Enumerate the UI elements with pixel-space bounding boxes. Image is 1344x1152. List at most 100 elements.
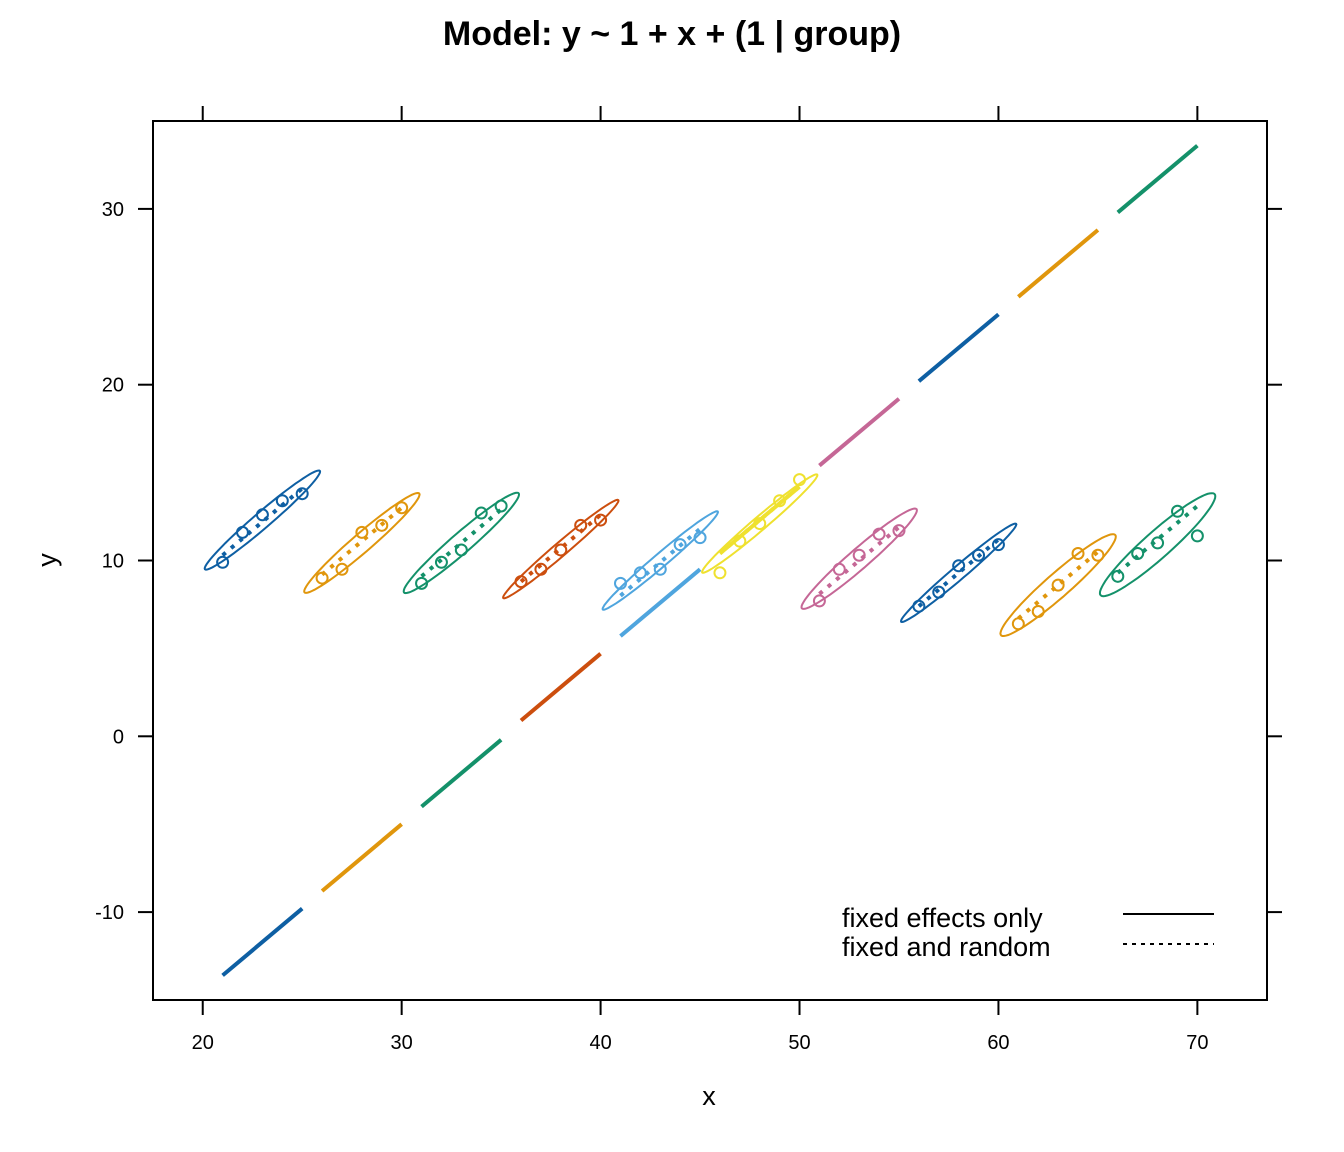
data-point — [1091, 548, 1105, 562]
data-point — [335, 562, 349, 576]
data-point — [653, 562, 667, 576]
group-ellipse — [999, 533, 1117, 637]
data-point — [315, 571, 329, 585]
fixed-effects-line — [221, 907, 304, 977]
data-point — [713, 566, 727, 580]
data-point — [613, 576, 627, 590]
legend-label-fixed-effects-only: fixed effects only — [842, 903, 1043, 933]
data-point — [872, 527, 886, 541]
data-point — [912, 599, 926, 613]
data-point — [753, 517, 767, 531]
group-10 — [1098, 144, 1217, 598]
data-point — [952, 559, 966, 573]
group-3 — [402, 491, 521, 809]
fixed-effects-line — [818, 397, 901, 468]
y-tick-label: 20 — [102, 375, 124, 397]
x-tick-label: 60 — [987, 1032, 1009, 1054]
data-point — [773, 494, 787, 508]
x-tick-label: 30 — [391, 1032, 413, 1054]
y-tick-label: 10 — [102, 551, 124, 573]
group-1 — [203, 469, 322, 977]
random-effects-line — [917, 537, 1000, 608]
data-point — [255, 508, 269, 522]
data-point — [1190, 529, 1204, 543]
legend: fixed effects only fixed and random — [842, 903, 1214, 962]
group-ellipse — [203, 469, 322, 571]
group-ellipse — [601, 510, 720, 611]
y-axis-label: y — [32, 553, 62, 567]
random-effects-line — [619, 527, 702, 598]
legend-label-fixed-and-random: fixed and random — [842, 932, 1051, 962]
axes: 20 30 40 50 60 70 -10 0 10 20 30 — [95, 106, 1282, 1054]
data-point — [454, 543, 468, 557]
group-9 — [999, 228, 1117, 637]
data-point — [1131, 546, 1145, 560]
group-2 — [303, 491, 421, 893]
random-effects-line — [420, 507, 503, 578]
x-axis-label: x — [702, 1081, 716, 1111]
data-point — [216, 555, 230, 569]
y-tick-label: 0 — [113, 726, 124, 748]
data-point — [1051, 578, 1065, 592]
data-point — [375, 518, 389, 532]
group-ellipse — [402, 491, 521, 595]
data-point — [1151, 536, 1165, 550]
group-4 — [502, 498, 620, 723]
data-point — [1111, 569, 1125, 583]
data-point — [594, 513, 608, 527]
data-point — [793, 473, 807, 487]
data-point — [295, 487, 309, 501]
data-point — [1071, 546, 1085, 560]
random-effects-line — [519, 513, 602, 584]
group-ellipse — [303, 491, 421, 594]
group-6 — [700, 473, 819, 580]
chart-title: Model: y ~ 1 + x + (1 | group) — [443, 15, 901, 53]
group-ellipse — [1098, 492, 1217, 598]
x-tick-label: 50 — [788, 1032, 810, 1054]
data-point — [474, 506, 488, 520]
data-point — [932, 585, 946, 599]
random-effects-line — [320, 506, 403, 577]
plot-area — [203, 144, 1217, 977]
data-point — [991, 538, 1005, 552]
data-point — [812, 594, 826, 608]
data-point — [415, 576, 429, 590]
group-7 — [800, 397, 918, 610]
group-ellipse — [502, 498, 620, 600]
group-ellipse — [899, 522, 1018, 624]
y-tick-label: 30 — [102, 199, 124, 221]
group-5 — [601, 510, 720, 638]
x-tick-label: 20 — [192, 1032, 214, 1054]
group-ellipse — [800, 507, 918, 610]
fixed-effects-line — [619, 567, 702, 638]
data-point — [1170, 504, 1184, 518]
data-point — [534, 562, 548, 576]
data-point — [494, 499, 508, 513]
data-point — [633, 566, 647, 580]
data-point — [395, 501, 409, 515]
group-ellipse — [700, 473, 819, 574]
data-point — [434, 555, 448, 569]
data-point — [236, 525, 250, 539]
fixed-effects-line — [320, 822, 403, 893]
fixed-effects-line — [1116, 144, 1199, 214]
data-point — [275, 494, 289, 508]
data-point — [693, 531, 707, 545]
data-point — [733, 534, 747, 548]
fixed-effects-line — [519, 652, 602, 723]
data-point — [1031, 604, 1045, 618]
data-point — [972, 548, 986, 562]
data-point — [574, 518, 588, 532]
data-point — [852, 548, 866, 562]
fixed-effects-line — [917, 312, 1000, 383]
group-8 — [899, 312, 1018, 624]
data-point — [1011, 617, 1025, 631]
data-point — [892, 524, 906, 538]
data-point — [673, 538, 687, 552]
fixed-effects-line — [718, 485, 801, 555]
fixed-effects-line — [1017, 228, 1100, 299]
x-tick-label: 40 — [589, 1032, 611, 1054]
random-effects-line — [1017, 550, 1100, 621]
data-point — [355, 525, 369, 539]
